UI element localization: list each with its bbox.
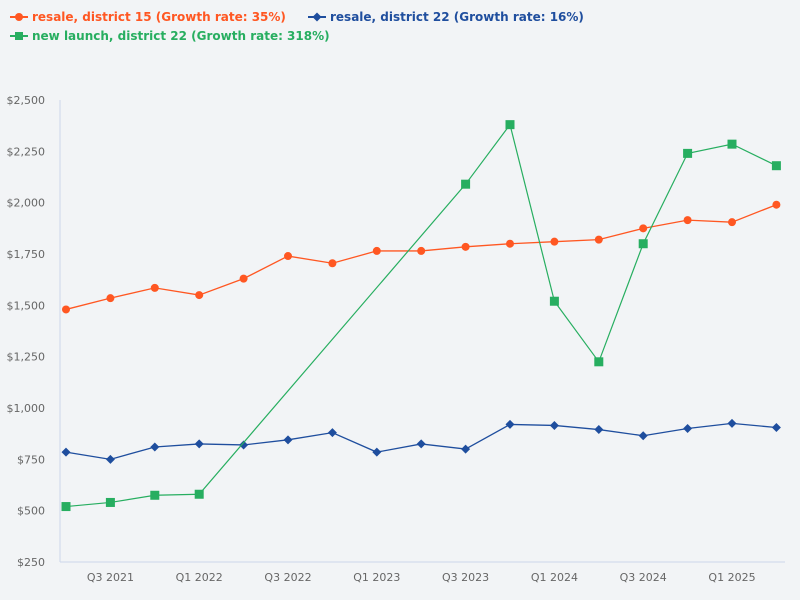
data-point — [150, 490, 160, 500]
y-tick-label: $2,250 — [7, 145, 46, 158]
legend-item-resale-district-22[interactable]: resale, district 22 (Growth rate: 16%) — [308, 10, 584, 24]
series-line — [65, 204, 777, 311]
x-tick-label: Q1 2022 — [176, 571, 223, 584]
y-tick-label: $1,000 — [7, 402, 46, 415]
y-tick-label: $1,500 — [7, 299, 46, 312]
data-point — [594, 425, 604, 435]
data-point — [239, 274, 248, 283]
data-point — [728, 218, 736, 227]
x-tick-label: Q1 2023 — [353, 571, 400, 584]
data-point — [505, 120, 515, 130]
x-tick-label: Q3 2022 — [264, 571, 311, 584]
data-point — [461, 179, 471, 189]
data-point — [549, 296, 559, 306]
y-tick-label: $2,500 — [7, 94, 46, 107]
data-point — [594, 235, 603, 244]
y-tick-label: $500 — [17, 505, 45, 518]
data-point — [105, 497, 115, 507]
legend-label: resale, district 15 (Growth rate: 35%) — [32, 10, 286, 24]
data-point — [506, 239, 514, 248]
data-point — [727, 418, 737, 428]
data-point — [461, 444, 471, 454]
data-point — [550, 237, 559, 246]
data-point — [150, 283, 159, 292]
square-marker-icon — [10, 32, 28, 40]
y-tick-label: $2,000 — [7, 197, 46, 210]
x-tick-label: Q3 2021 — [87, 571, 134, 584]
x-tick-label: Q3 2023 — [442, 571, 489, 584]
y-tick-label: $250 — [17, 556, 45, 569]
data-point — [638, 431, 648, 441]
y-tick-label: $1,750 — [7, 248, 46, 261]
x-tick-label: Q1 2025 — [708, 571, 755, 584]
data-point — [683, 424, 693, 434]
data-point — [105, 454, 115, 464]
data-point — [683, 216, 692, 225]
data-point — [771, 423, 781, 433]
data-point — [150, 442, 160, 452]
data-point — [194, 489, 204, 499]
data-point — [195, 291, 204, 300]
series-1 — [61, 418, 781, 464]
data-point — [194, 439, 204, 449]
y-tick-label: $750 — [17, 453, 45, 466]
data-point — [461, 242, 470, 251]
data-point — [61, 447, 71, 457]
diamond-marker-icon — [308, 12, 326, 22]
circle-marker-icon — [10, 13, 28, 21]
data-point — [416, 439, 426, 449]
data-point — [549, 420, 559, 430]
data-point — [771, 161, 781, 171]
legend-item-new-launch-district-22[interactable]: new launch, district 22 (Growth rate: 31… — [10, 29, 330, 43]
legend-label: new launch, district 22 (Growth rate: 31… — [32, 29, 330, 43]
data-point — [727, 139, 737, 149]
data-point — [683, 148, 693, 158]
data-point — [772, 200, 781, 209]
data-point — [594, 357, 604, 367]
x-tick-label: Q3 2024 — [620, 571, 667, 584]
data-point — [505, 419, 515, 429]
series-2 — [61, 120, 781, 512]
legend-label: resale, district 22 (Growth rate: 16%) — [330, 10, 584, 24]
y-tick-label: $1,250 — [7, 351, 46, 364]
data-point — [372, 447, 382, 457]
data-point — [61, 502, 71, 512]
data-point — [239, 440, 249, 450]
data-point — [328, 259, 337, 268]
data-point — [639, 224, 648, 233]
data-point — [106, 294, 115, 303]
data-point — [638, 239, 648, 249]
data-point — [284, 252, 292, 261]
series-0 — [62, 200, 781, 314]
data-point — [62, 305, 70, 314]
data-point — [327, 428, 337, 438]
data-point — [372, 246, 381, 255]
legend-item-resale-district-15[interactable]: resale, district 15 (Growth rate: 35%) — [10, 10, 286, 24]
series-line — [65, 123, 777, 508]
data-point — [417, 246, 426, 255]
x-tick-label: Q1 2024 — [531, 571, 578, 584]
data-point — [283, 435, 293, 445]
